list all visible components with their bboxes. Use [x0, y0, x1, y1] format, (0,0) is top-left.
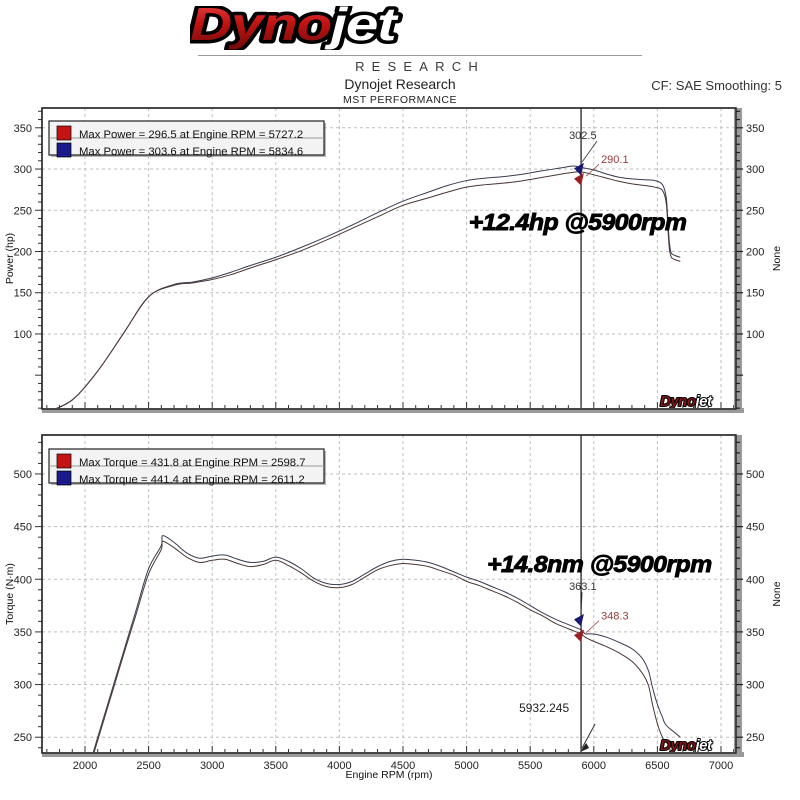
- svg-text:150: 150: [746, 288, 764, 300]
- svg-text:350: 350: [14, 123, 32, 135]
- svg-text:500: 500: [746, 469, 764, 481]
- svg-text:Max Power = 303.6 at Engine RP: Max Power = 303.6 at Engine RPM = 5834.6: [79, 146, 303, 158]
- svg-text:Engine RPM (rpm): Engine RPM (rpm): [346, 769, 433, 781]
- svg-text:5500: 5500: [518, 760, 542, 772]
- svg-text:350: 350: [14, 627, 32, 639]
- svg-text:302.5: 302.5: [569, 130, 597, 142]
- svg-text:250: 250: [14, 732, 32, 744]
- svg-text:5000: 5000: [454, 760, 478, 772]
- svg-text:Dynojet: Dynojet: [660, 393, 713, 410]
- svg-text:3500: 3500: [264, 760, 288, 772]
- svg-text:Max Torque = 431.8 at Engine R: Max Torque = 431.8 at Engine RPM = 2598.…: [79, 457, 306, 469]
- svg-text:None: None: [771, 581, 783, 606]
- svg-text:450: 450: [746, 522, 764, 534]
- svg-text:Max Power = 296.5 at Engine RP: Max Power = 296.5 at Engine RPM = 5727.2: [79, 129, 303, 141]
- svg-text:363.1: 363.1: [569, 581, 597, 593]
- svg-text:6500: 6500: [645, 760, 669, 772]
- svg-text:Max Torque = 441.4 at Engine R: Max Torque = 441.4 at Engine RPM = 2611.…: [79, 474, 305, 486]
- svg-text:2000: 2000: [73, 760, 97, 772]
- svg-text:200: 200: [14, 246, 32, 258]
- svg-text:None: None: [771, 246, 783, 271]
- svg-text:290.1: 290.1: [601, 154, 629, 166]
- svg-text:250: 250: [746, 732, 764, 744]
- svg-text:300: 300: [14, 164, 32, 176]
- svg-text:Torque (N·m): Torque (N·m): [4, 563, 16, 625]
- svg-text:500: 500: [14, 469, 32, 481]
- svg-text:6000: 6000: [582, 760, 606, 772]
- svg-text:400: 400: [746, 574, 764, 586]
- svg-text:150: 150: [14, 288, 32, 300]
- svg-text:100: 100: [14, 329, 32, 341]
- svg-text:400: 400: [14, 574, 32, 586]
- svg-text:200: 200: [746, 246, 764, 258]
- svg-text:450: 450: [14, 522, 32, 534]
- svg-text:300: 300: [746, 164, 764, 176]
- svg-text:+14.8nm @5900rpm: +14.8nm @5900rpm: [487, 552, 712, 578]
- svg-text:300: 300: [14, 680, 32, 692]
- svg-text:250: 250: [14, 205, 32, 217]
- svg-text:350: 350: [746, 627, 764, 639]
- svg-text:7000: 7000: [709, 760, 733, 772]
- svg-text:100: 100: [746, 329, 764, 341]
- svg-text:+12.4hp @5900rpm: +12.4hp @5900rpm: [469, 210, 687, 236]
- svg-text:Dynojet: Dynojet: [660, 737, 713, 754]
- svg-text:Power (hp): Power (hp): [4, 233, 16, 284]
- svg-text:3000: 3000: [200, 760, 224, 772]
- svg-text:250: 250: [746, 205, 764, 217]
- svg-text:5932.245: 5932.245: [519, 701, 569, 715]
- svg-text:2500: 2500: [136, 760, 160, 772]
- svg-text:300: 300: [746, 680, 764, 692]
- svg-text:350: 350: [746, 123, 764, 135]
- svg-text:348.3: 348.3: [601, 611, 629, 623]
